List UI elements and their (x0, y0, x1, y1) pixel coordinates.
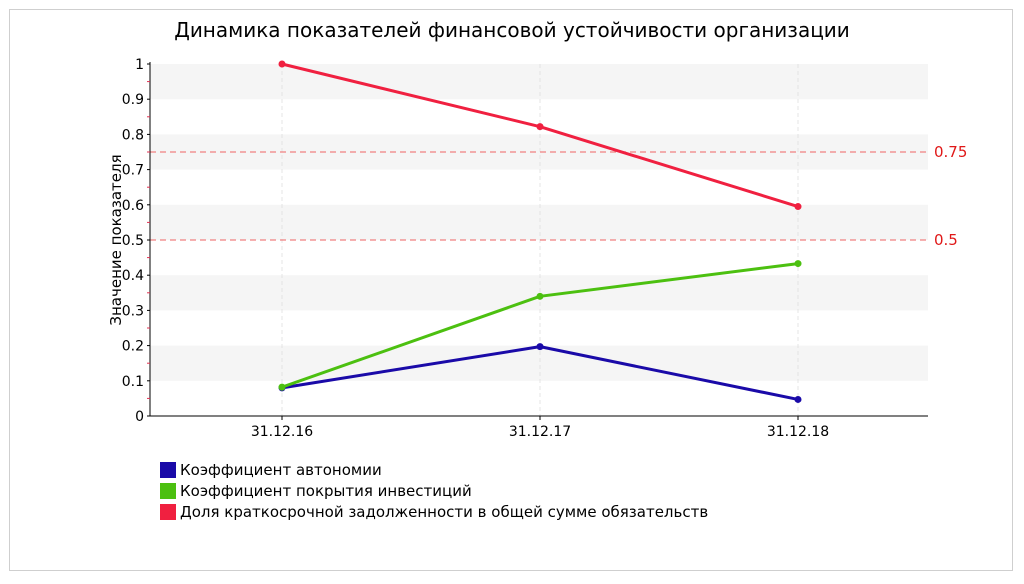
y-tick-label: 0.2 (122, 339, 144, 355)
reference-line-label: 0.75 (934, 143, 967, 161)
data-point (794, 260, 802, 268)
grid-band (150, 345, 928, 381)
y-tick-label: 0.7 (122, 163, 144, 179)
legend-label: Доля краткосрочной задолженности в общей… (180, 502, 709, 521)
legend-swatch (160, 503, 176, 520)
y-tick-label: 0.9 (122, 92, 144, 108)
legend-swatch (160, 482, 176, 499)
data-point (536, 343, 544, 351)
y-tick-label: 0 (135, 409, 144, 425)
y-tick-label: 0.4 (122, 268, 144, 284)
reference-line-label: 0.5 (934, 231, 958, 249)
legend-swatch (160, 461, 176, 478)
data-point (278, 383, 286, 391)
legend-item: Коэффициент автономии (160, 459, 708, 480)
grid-band (150, 64, 928, 100)
y-tick-label: 1 (135, 57, 144, 73)
legend-label: Коэффициент покрытия инвестиций (180, 481, 472, 500)
data-point (536, 123, 544, 131)
x-tick-label: 31.12.16 (251, 424, 313, 440)
x-tick-label: 31.12.17 (509, 424, 571, 440)
legend-label: Коэффициент автономии (180, 460, 382, 479)
data-point (794, 395, 802, 403)
y-axis-label: Значение показателя (107, 154, 125, 325)
y-tick-label: 0.3 (122, 303, 144, 319)
legend-item: Коэффициент покрытия инвестиций (160, 480, 708, 501)
y-tick-label: 0.5 (122, 233, 144, 249)
chart-legend: Коэффициент автономии Коэффициент покрыти… (160, 459, 708, 522)
grid-band (150, 204, 928, 240)
data-point (278, 60, 286, 68)
grid-band (150, 275, 928, 311)
y-tick-label: 0.8 (122, 127, 144, 143)
y-tick-label: 0.6 (122, 198, 144, 214)
y-tick-label: 0.1 (122, 374, 144, 390)
data-point (794, 203, 802, 211)
chart-title: Динамика показателей финансовой устойчив… (174, 18, 850, 42)
data-point (536, 292, 544, 300)
legend-item: Доля краткосрочной задолженности в общей… (160, 501, 708, 522)
x-tick-label: 31.12.18 (767, 424, 829, 440)
